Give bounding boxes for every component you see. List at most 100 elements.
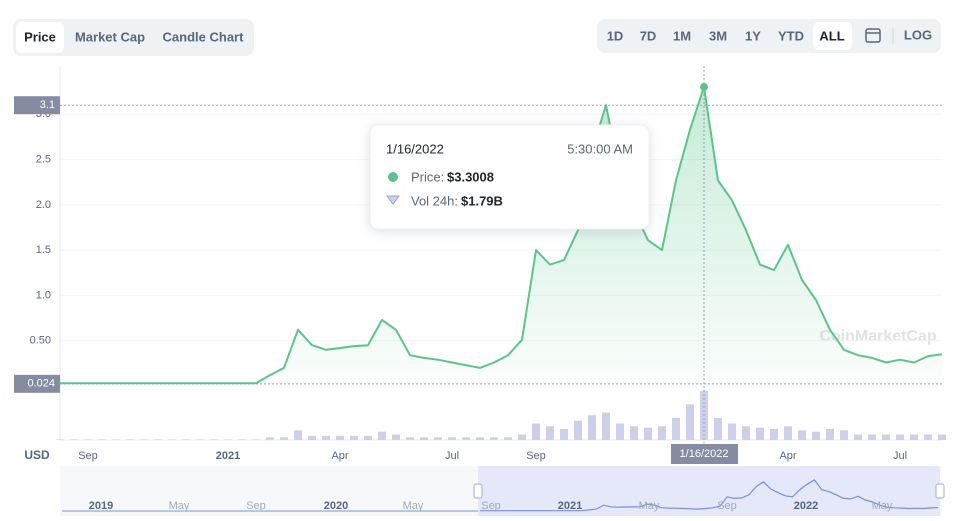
volume-bar (616, 423, 624, 440)
navigator-label: 2020 (324, 500, 348, 512)
hover-point (700, 83, 708, 92)
calendar-icon[interactable] (865, 28, 881, 43)
navigator-label: 2021 (558, 500, 582, 512)
volume-bar (672, 418, 680, 440)
volume-bar (742, 426, 750, 440)
volume-bar (938, 434, 946, 440)
navigator-label: May (639, 500, 660, 512)
range-button[interactable]: 7D (640, 28, 657, 43)
range-button[interactable]: 1D (607, 28, 624, 43)
x-tick-label: Jul (445, 450, 459, 462)
log-button[interactable]: LOG (904, 27, 932, 42)
volume-bar (644, 427, 652, 440)
tab[interactable]: Price (24, 29, 56, 44)
tab[interactable]: Market Cap (75, 29, 145, 44)
volume-bar (770, 429, 778, 440)
navigator-label: 2019 (89, 500, 113, 512)
tooltip-vol-icon (386, 195, 400, 205)
navigator-label: Sep (481, 500, 501, 512)
volume-bar (854, 434, 862, 440)
x-tick-label: 2021 (216, 450, 240, 462)
y-tick-label: 2.5 (36, 153, 51, 165)
volume-bar (210, 439, 218, 440)
y-tick-label: 1.0 (36, 289, 51, 301)
tooltip (369, 124, 650, 230)
volume-bar (224, 439, 232, 440)
currency-label: USD (24, 448, 50, 462)
volume-bar (658, 426, 666, 440)
volume-bar (714, 418, 722, 440)
volume-bar (336, 435, 344, 440)
volume-bar (602, 412, 610, 440)
volume-bar (196, 439, 204, 440)
volume-bar (490, 437, 498, 440)
volume-bar (784, 426, 792, 440)
navigator-handle[interactable] (473, 483, 483, 499)
volume-bar (364, 435, 372, 440)
volume-bar (476, 437, 484, 440)
volume-bar (588, 415, 596, 440)
price-marker-box (14, 374, 60, 393)
volume-bar (126, 439, 134, 440)
volume-bar (798, 430, 806, 440)
volume-bar (812, 431, 820, 440)
tooltip-price-label: Price: (411, 169, 444, 184)
volume-bar (756, 427, 764, 440)
volume-bar (168, 439, 176, 440)
x-tick-label: Sep (78, 450, 98, 462)
volume-bar (518, 434, 526, 440)
tooltip-time: 5:30:00 AM (567, 141, 633, 156)
navigator-line (480, 479, 939, 512)
x-tick-label: Apr (779, 450, 796, 462)
range-active[interactable] (813, 22, 852, 50)
volume-bar (924, 434, 932, 440)
volume-bar (560, 429, 568, 440)
range-button[interactable]: YTD (778, 28, 804, 43)
volume-bar (154, 439, 162, 440)
volume-bar (322, 435, 330, 440)
y-tick-label: 2.0 (36, 199, 51, 211)
navigator-label: May (169, 500, 190, 512)
volume-bar (686, 404, 694, 440)
volume-bar (434, 437, 442, 440)
x-tick-label: Apr (331, 450, 348, 462)
price-marker-label: 3.1 (40, 99, 55, 111)
range-button[interactable]: 1M (673, 28, 691, 43)
volume-bar (896, 434, 904, 440)
volume-bar (378, 431, 386, 440)
volume-bar (252, 439, 260, 440)
crosshair-label-box (671, 444, 738, 464)
volume-bar (840, 430, 848, 440)
volume-bar (266, 437, 274, 440)
volume-bar (420, 437, 428, 440)
volume-bar (182, 439, 190, 440)
volume-bar (448, 437, 456, 440)
navigator-label: May (872, 500, 893, 512)
range-button[interactable]: ALL (819, 28, 844, 43)
crosshair-label: 1/16/2022 (680, 448, 729, 460)
volume-bar (392, 434, 400, 440)
volume-bar (728, 423, 736, 440)
tooltip-date: 1/16/2022 (386, 141, 444, 156)
volume-bar (574, 420, 582, 440)
price-line (60, 86, 943, 385)
price-marker-label: 0.024 (27, 378, 55, 390)
volume-bar (406, 437, 414, 440)
y-tick-label: 0.50 (30, 335, 51, 347)
tab[interactable]: Candle Chart (163, 29, 245, 44)
volume-bar (826, 429, 834, 440)
tab-active[interactable] (16, 22, 64, 53)
volume-bar (868, 434, 876, 440)
navigator-handle[interactable] (935, 483, 945, 499)
range-group (597, 19, 941, 53)
volume-bar (238, 439, 246, 440)
range-button[interactable]: 3M (709, 28, 727, 43)
volume-bar (462, 437, 470, 440)
volume-bar (280, 437, 288, 440)
volume-bar (882, 434, 890, 440)
y-tick-label: 1.5 (36, 244, 51, 256)
x-tick-label: Jul (893, 450, 907, 462)
range-button[interactable]: 1Y (745, 28, 761, 43)
